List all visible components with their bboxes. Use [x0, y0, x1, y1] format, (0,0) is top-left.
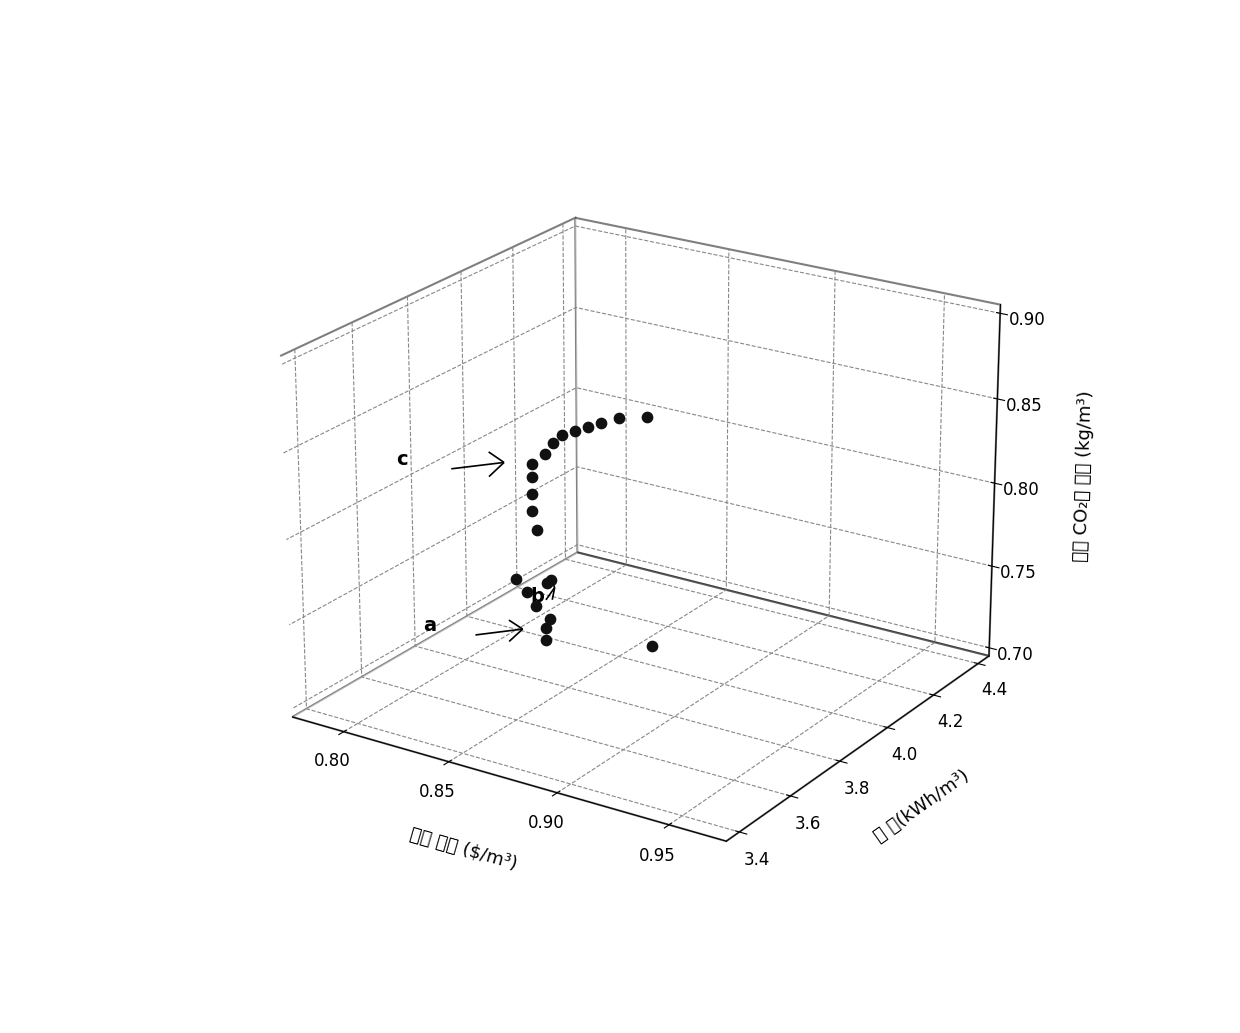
X-axis label: 吨水 成本 ($/m³): 吨水 成本 ($/m³)	[408, 825, 520, 873]
Y-axis label: 能 耗(kWh/m³): 能 耗(kWh/m³)	[870, 766, 972, 846]
